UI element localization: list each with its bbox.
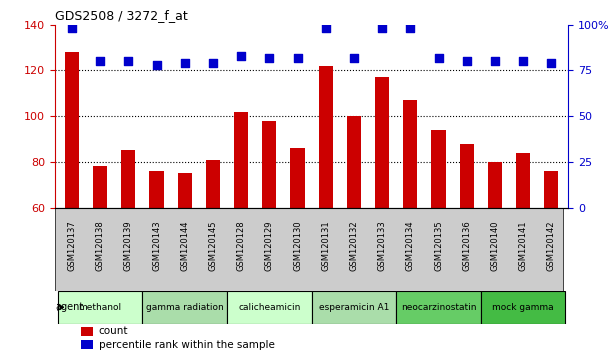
Bar	[312, 291, 396, 324]
Bar	[150, 171, 164, 345]
Bar	[178, 173, 192, 345]
Text: count: count	[98, 326, 128, 336]
Bar	[206, 160, 220, 345]
Bar	[431, 130, 445, 345]
Text: GSM120138: GSM120138	[95, 220, 104, 271]
Bar	[262, 121, 276, 345]
Point	[518, 58, 528, 64]
Bar	[93, 166, 107, 345]
Text: GSM120141: GSM120141	[519, 220, 528, 270]
Text: GSM120140: GSM120140	[491, 220, 499, 270]
Bar	[319, 66, 333, 345]
Bar	[481, 291, 565, 324]
Text: GDS2508 / 3272_f_at: GDS2508 / 3272_f_at	[55, 9, 188, 22]
Bar	[142, 291, 227, 324]
Point	[293, 55, 302, 61]
Bar	[459, 144, 474, 345]
Bar	[403, 100, 417, 345]
Text: GSM120131: GSM120131	[321, 220, 330, 271]
Bar	[488, 162, 502, 345]
Point	[321, 25, 331, 31]
Point	[406, 25, 415, 31]
Text: methanol: methanol	[79, 303, 122, 312]
Text: GSM120137: GSM120137	[67, 220, 76, 271]
Text: GSM120145: GSM120145	[208, 220, 218, 270]
Point	[180, 60, 189, 66]
Text: GSM120130: GSM120130	[293, 220, 302, 271]
Point	[349, 55, 359, 61]
Text: esperamicin A1: esperamicin A1	[319, 303, 389, 312]
Point	[236, 53, 246, 59]
Bar	[58, 291, 142, 324]
Bar	[234, 112, 248, 345]
Text: GSM120128: GSM120128	[236, 220, 246, 271]
Bar	[227, 291, 312, 324]
Text: GSM120135: GSM120135	[434, 220, 443, 271]
Point	[462, 58, 472, 64]
Point	[95, 58, 105, 64]
Bar	[516, 153, 530, 345]
Text: gamma radiation: gamma radiation	[146, 303, 224, 312]
Point	[208, 60, 218, 66]
Bar	[396, 291, 481, 324]
Point	[490, 58, 500, 64]
Text: GSM120139: GSM120139	[124, 220, 133, 271]
Point	[67, 25, 77, 31]
Bar	[121, 150, 136, 345]
Text: GSM120129: GSM120129	[265, 220, 274, 270]
Point	[152, 62, 161, 68]
Text: GSM120133: GSM120133	[378, 220, 387, 271]
Text: GSM120144: GSM120144	[180, 220, 189, 270]
Text: mock gamma: mock gamma	[492, 303, 554, 312]
Bar	[347, 116, 361, 345]
Text: GSM120142: GSM120142	[547, 220, 556, 270]
Bar	[290, 148, 304, 345]
Bar	[375, 77, 389, 345]
Bar	[81, 326, 93, 336]
Bar	[65, 52, 79, 345]
Text: calicheamicin: calicheamicin	[238, 303, 301, 312]
Text: GSM120134: GSM120134	[406, 220, 415, 271]
Text: GSM120132: GSM120132	[349, 220, 359, 271]
Text: percentile rank within the sample: percentile rank within the sample	[98, 339, 274, 350]
Text: agent: agent	[56, 302, 84, 312]
Point	[123, 58, 133, 64]
Point	[377, 25, 387, 31]
Point	[434, 55, 444, 61]
Point	[265, 55, 274, 61]
Text: GSM120143: GSM120143	[152, 220, 161, 271]
Point	[546, 60, 556, 66]
Text: neocarzinostatin: neocarzinostatin	[401, 303, 476, 312]
Bar	[544, 171, 558, 345]
Bar	[81, 340, 93, 349]
Text: GSM120136: GSM120136	[462, 220, 471, 271]
